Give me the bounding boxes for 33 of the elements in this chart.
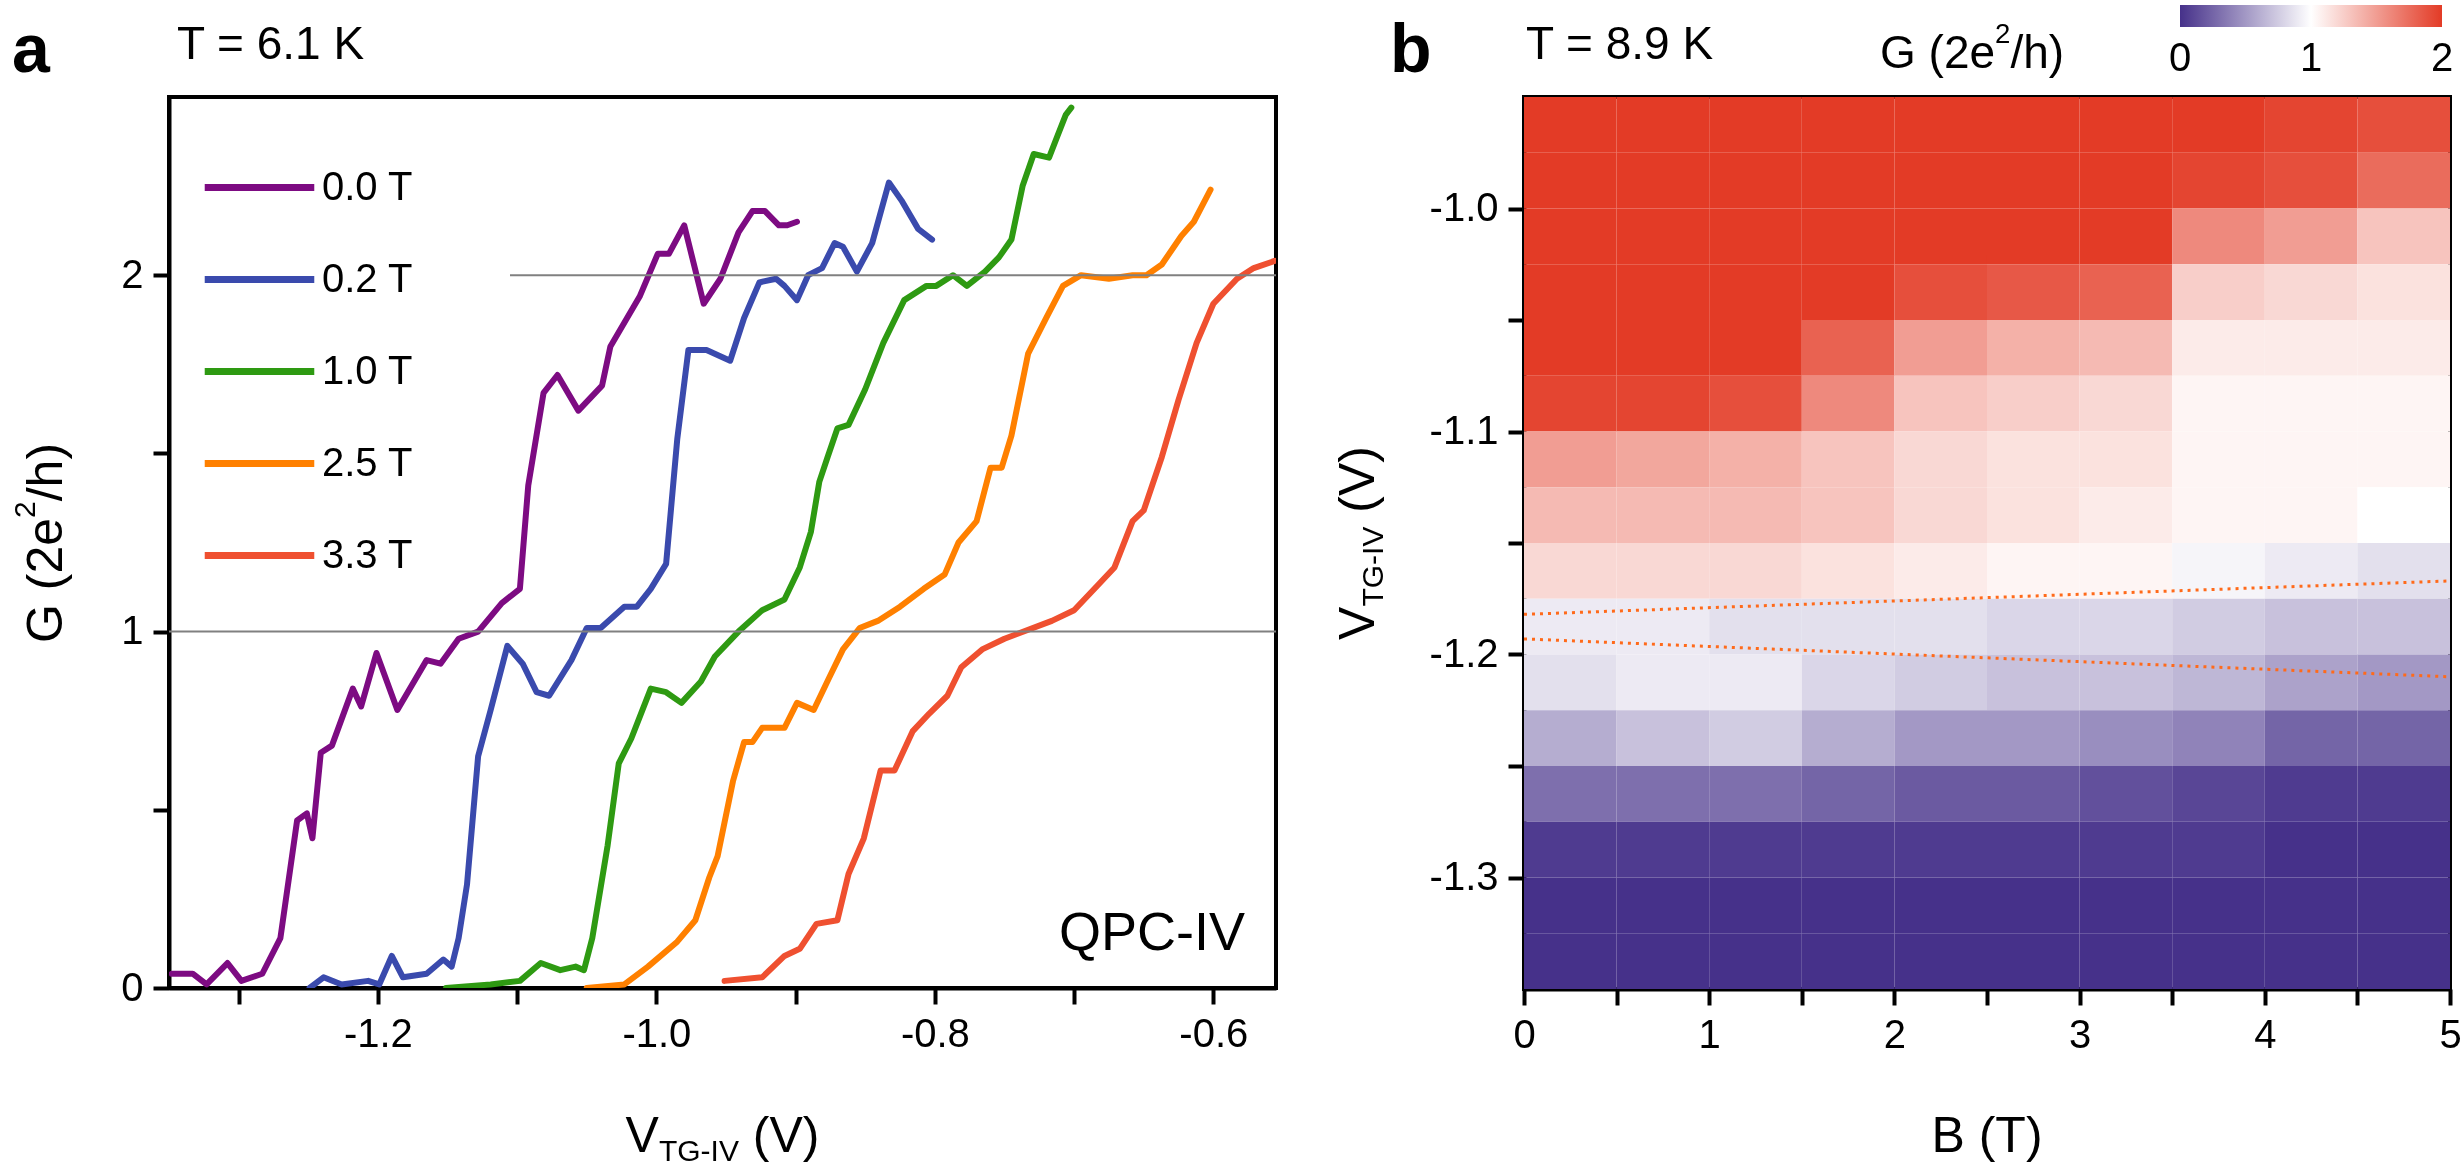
chart-title: T = 6.1 K [177,17,365,69]
y-tick-label: -1.2 [1429,631,1499,675]
color-bar-label: 0 [2168,35,2192,79]
annotation: QPC-IV [1058,901,1245,961]
x-tick-label: 0 [1513,1011,1536,1056]
color-bar-title: G (2e$^{2}$/h) [1880,18,2065,78]
y-tick-label: 0 [121,964,144,1009]
x-tick-label: 5 [2439,1011,2462,1056]
y-tick-label: 2 [121,251,144,296]
x-tick-label: 4 [2254,1011,2277,1056]
x-tick-label: -1.2 [343,1010,413,1055]
x-axis-title: B (T) [1931,1107,2043,1163]
legend-label: 1.0 T [322,347,413,392]
text: b [1390,10,1432,86]
x-tick-label: -1.0 [622,1010,692,1055]
x-tick-label: 1 [1698,1011,1721,1056]
y-tick-label: 1 [121,608,144,653]
legend-label: 2.5 T [322,439,413,484]
color-bar-label: 2 [2430,35,2454,79]
text: a [12,10,50,86]
legend-label: 0.0 T [322,163,413,208]
x-tick-label: 3 [2068,1011,2092,1056]
legend-label: 0.2 T [322,255,413,300]
x-tick-label: 2 [1883,1011,1907,1056]
x-tick-label: -0.8 [900,1010,970,1055]
chart-title: T = 8.9 K [1526,17,1714,69]
color-bar-label: 1 [2299,35,2323,79]
y-tick-label: -1.1 [1429,408,1499,452]
y-tick-label: -1.3 [1429,854,1499,898]
legend-label: 3.3 T [322,531,413,576]
y-tick-label: -1.0 [1429,185,1499,229]
x-axis-title: V$_{TG-IV}$ (V) [625,1107,820,1167]
x-tick-label: -0.6 [1179,1010,1249,1055]
